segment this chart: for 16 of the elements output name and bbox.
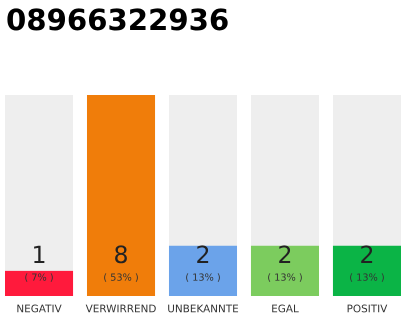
annotation: ( 53% ) — [104, 273, 138, 282]
annotation: ( 7% ) — [25, 273, 53, 282]
data-label: 2 — [279, 245, 290, 263]
x-tick-label: POSITIV — [348, 304, 388, 312]
data-label: 8 — [115, 245, 127, 264]
annotation: ( 13% ) — [186, 273, 220, 282]
annotation: ( 13% ) — [350, 273, 384, 282]
x-tick-label: EGAL — [272, 304, 299, 312]
data-label: 2 — [197, 245, 208, 263]
data-label: 1 — [34, 246, 44, 263]
chart-title: 08966322936 — [7, 8, 228, 30]
data-label: 2 — [361, 245, 372, 263]
x-tick-label: VERWIRREND — [86, 304, 156, 312]
x-tick-label: NEGATIV — [17, 304, 62, 312]
x-tick-label: UNBEKANNTE — [168, 304, 238, 312]
annotation: ( 13% ) — [268, 273, 302, 282]
